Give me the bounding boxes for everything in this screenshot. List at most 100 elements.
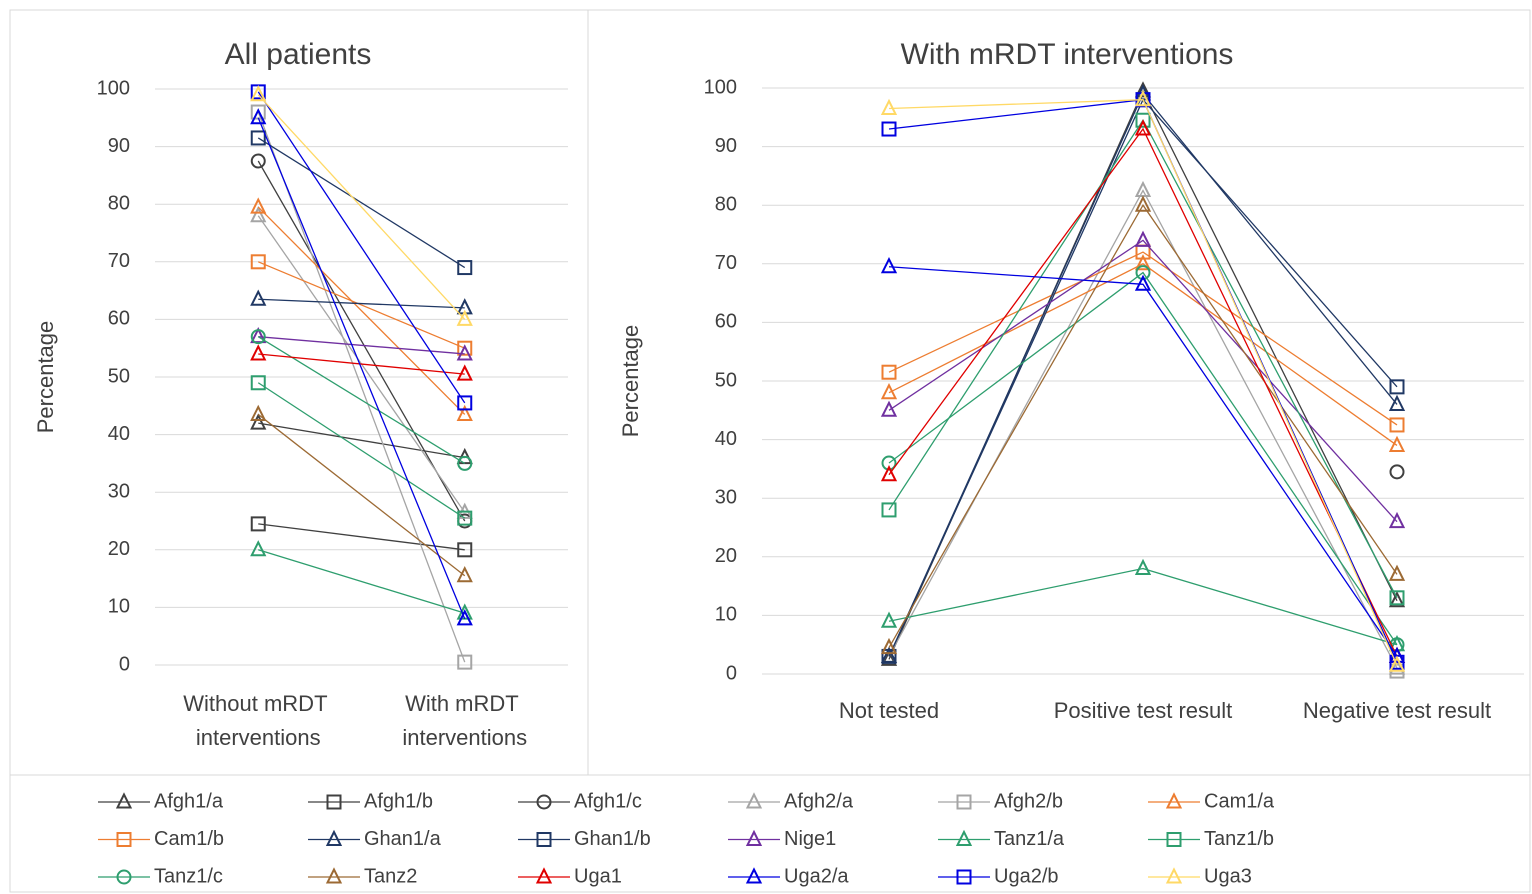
data-point <box>880 382 898 400</box>
data-point <box>1389 464 1405 480</box>
legend-label: Tanz1/b <box>1204 828 1274 850</box>
series-line <box>888 567 1398 646</box>
y-tick-label: 20 <box>715 545 737 567</box>
x-tick-label: Not tested <box>839 698 939 723</box>
data-point <box>881 502 897 518</box>
data-point <box>250 85 267 102</box>
data-point <box>880 400 898 417</box>
data-point <box>1388 655 1406 672</box>
panel-border <box>9 9 589 776</box>
legend-label: Afgh1/a <box>154 790 224 812</box>
data-point <box>880 637 898 655</box>
chart-title: With mRDT interventions <box>901 38 1234 71</box>
data-point <box>1389 637 1405 653</box>
y-tick-label: 10 <box>108 596 130 618</box>
legend-label: Uga3 <box>1204 865 1252 887</box>
x-tick-label: With mRDT interventions <box>402 691 527 750</box>
series-line <box>888 92 1398 657</box>
data-point <box>250 516 266 532</box>
legend-marker <box>1165 792 1183 809</box>
data-point <box>456 309 473 326</box>
data-point <box>1134 89 1152 107</box>
series-line <box>258 336 465 355</box>
data-point <box>880 465 898 482</box>
chart-title: All patients <box>225 38 372 71</box>
y-tick-label: 80 <box>108 192 130 214</box>
y-tick-label: 100 <box>97 77 130 99</box>
y-tick-label: 0 <box>119 653 130 675</box>
series-line <box>257 160 466 522</box>
legend-label: Nige1 <box>784 828 836 850</box>
data-point <box>250 413 267 430</box>
data-point <box>880 649 898 666</box>
data-point <box>1134 81 1152 98</box>
series-line <box>257 261 466 349</box>
legend-label: Ghan1/a <box>364 828 442 850</box>
series-line <box>888 127 1398 657</box>
data-point <box>1134 558 1152 576</box>
data-point <box>250 375 266 391</box>
legend-label: Cam1/a <box>1204 790 1275 812</box>
data-point <box>1388 511 1406 529</box>
data-point <box>457 510 473 526</box>
y-tick-label: 20 <box>108 538 130 560</box>
legend-marker <box>326 794 342 810</box>
series-line <box>888 203 1398 648</box>
legend-label: Tanz1/c <box>154 865 223 887</box>
y-tick-label: 90 <box>108 135 130 157</box>
data-point <box>1134 195 1152 212</box>
legend-label: Tanz2 <box>364 865 417 887</box>
legend-label: Afgh1/b <box>364 790 433 812</box>
data-point <box>250 329 266 345</box>
data-point <box>1389 417 1405 433</box>
data-point <box>457 260 473 276</box>
legend-border <box>9 774 1531 893</box>
legend-marker <box>115 792 133 809</box>
x-tick-label: Without mRDT interventions <box>183 691 333 750</box>
data-point <box>250 404 267 421</box>
legend-marker <box>116 832 132 847</box>
legend-marker <box>535 867 553 884</box>
series-line <box>257 413 466 577</box>
series-line <box>888 271 1398 646</box>
data-point <box>1389 379 1405 395</box>
y-tick-label: 30 <box>715 486 737 508</box>
data-point <box>880 611 898 628</box>
series-line <box>888 239 1398 523</box>
data-point <box>250 130 266 146</box>
series-line <box>257 91 466 404</box>
y-tick-label: 60 <box>715 311 737 333</box>
legend-label: Tanz1/a <box>994 828 1065 850</box>
legend-marker <box>1166 832 1182 847</box>
legend-marker <box>745 867 763 884</box>
x-tick-label: Positive test result <box>1054 698 1233 723</box>
y-axis-label: Percentage <box>618 325 643 438</box>
data-point <box>1134 254 1152 271</box>
legend-marker <box>536 832 552 847</box>
data-point <box>1135 265 1151 281</box>
legend-marker <box>745 792 763 809</box>
data-point <box>250 197 267 214</box>
data-point <box>881 455 897 471</box>
legend-marker <box>116 869 132 885</box>
data-point <box>250 540 267 557</box>
series-line <box>258 298 465 309</box>
y-tick-label: 70 <box>108 250 130 272</box>
legend-marker <box>956 869 972 885</box>
legend-label: Uga1 <box>574 865 622 887</box>
data-point <box>881 364 897 380</box>
legend-marker <box>955 829 973 846</box>
data-point <box>250 344 267 361</box>
y-tick-label: 60 <box>108 308 130 330</box>
data-point <box>457 340 473 356</box>
data-point <box>1134 274 1152 291</box>
y-tick-label: 90 <box>715 135 737 157</box>
y-axis-label: Percentage <box>33 321 58 434</box>
data-point <box>457 455 473 471</box>
data-point <box>250 289 267 306</box>
y-tick-label: 50 <box>108 365 130 387</box>
data-point <box>250 254 266 270</box>
y-tick-label: 70 <box>715 252 737 274</box>
legend-label: Ghan1/b <box>574 828 651 850</box>
legend-marker <box>1165 867 1183 884</box>
